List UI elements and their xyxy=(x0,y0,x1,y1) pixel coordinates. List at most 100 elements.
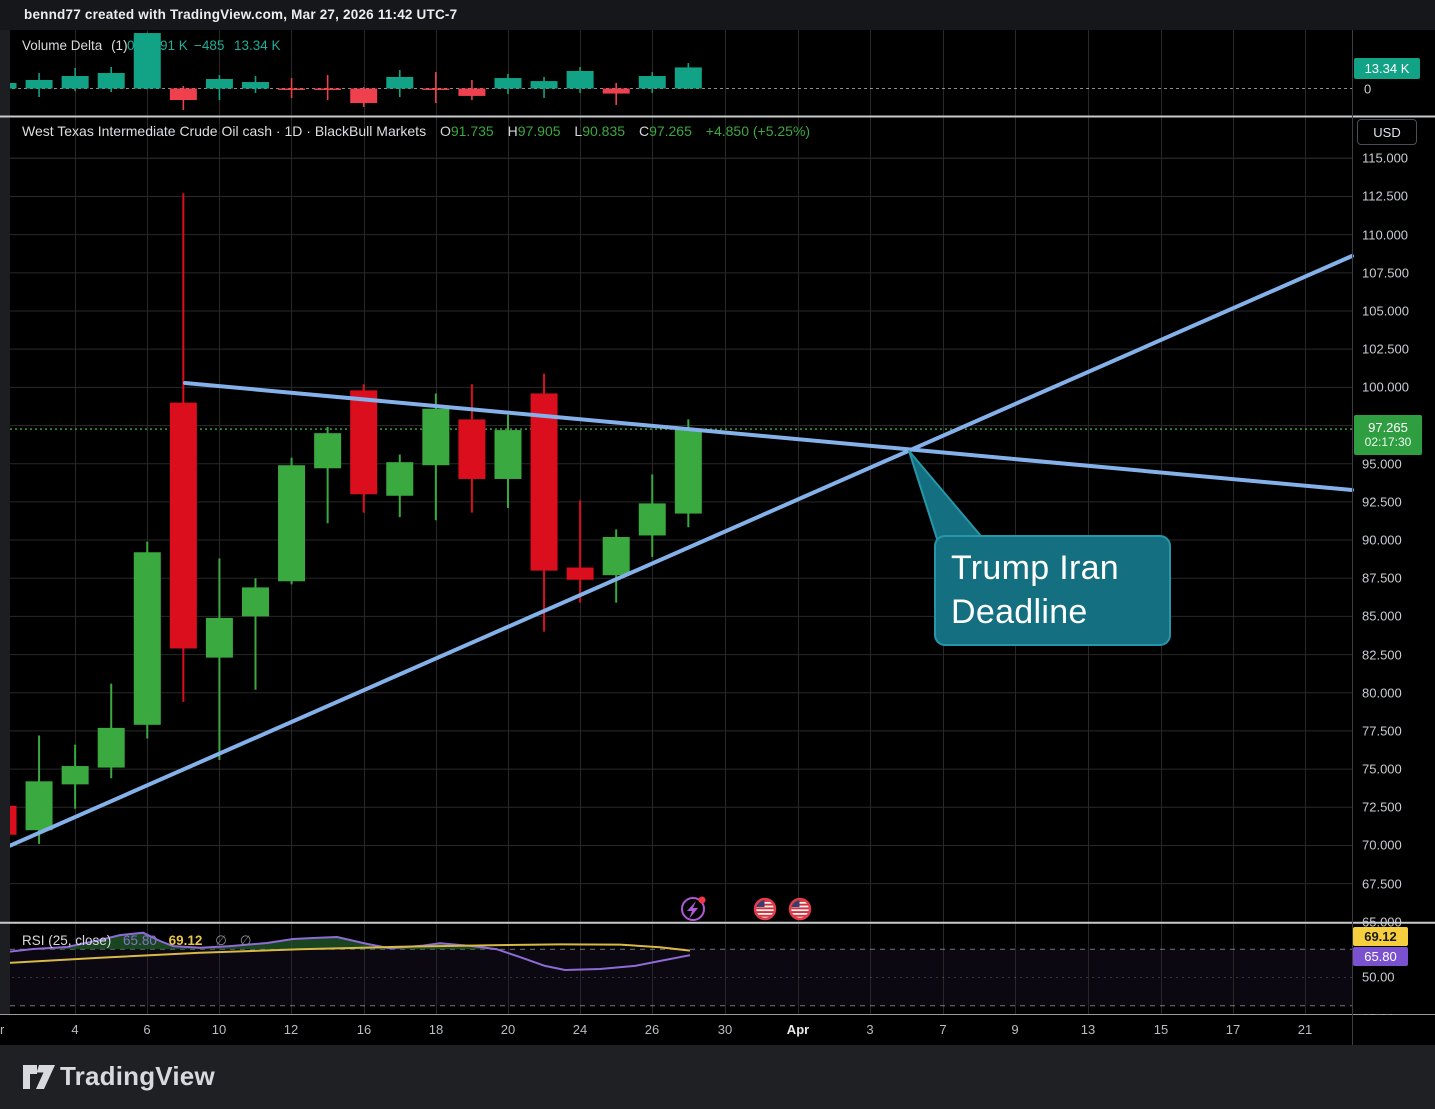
candle-body xyxy=(350,390,378,495)
volume-bar xyxy=(638,76,666,89)
change-value: +4.850 (+5.25%) xyxy=(705,123,811,139)
volume-bar xyxy=(422,88,450,90)
volume-delta-open: 0 xyxy=(127,38,135,53)
time-tick-label: 24 xyxy=(572,1022,588,1037)
candle-body xyxy=(241,587,269,617)
footer-bar: TradingView xyxy=(0,1045,1435,1109)
price-tick-label: 75.000 xyxy=(1362,761,1402,777)
price-tick-label: 110.000 xyxy=(1362,227,1409,243)
candle-body xyxy=(602,536,630,576)
volume-axis-zero[interactable]: 0 xyxy=(1364,81,1372,96)
price-tick-label: 115.000 xyxy=(1362,150,1409,166)
volume-delta-param: (1) xyxy=(111,38,128,53)
price-tick-label: 92.500 xyxy=(1362,494,1402,510)
low-label: L xyxy=(574,123,583,139)
rsi-purple-value: 65.80 xyxy=(123,933,157,948)
time-tick-label: 7 xyxy=(939,1022,947,1037)
price-tick-label: 87.500 xyxy=(1362,570,1402,586)
time-tick-label: Apr xyxy=(786,1022,810,1037)
price-tick-label: 72.500 xyxy=(1362,799,1402,815)
economic-event-icon[interactable] xyxy=(681,896,706,921)
symbol-legend[interactable]: West Texas Intermediate Crude Oil cash ·… xyxy=(22,123,810,139)
volume-bar xyxy=(205,79,233,89)
tradingview-logo-icon[interactable] xyxy=(22,1062,56,1092)
candle-body xyxy=(566,567,594,580)
price-tick-label: 112.500 xyxy=(1362,188,1409,204)
price-tick-label: 65.000 xyxy=(1362,914,1402,930)
time-tick-label: 18 xyxy=(428,1022,444,1037)
volume-delta-title: Volume Delta xyxy=(22,38,103,53)
us-flag-ring xyxy=(753,897,777,921)
price-tick-label: 102.500 xyxy=(1362,341,1409,357)
time-tick-label: 21 xyxy=(1297,1022,1313,1037)
candle-body xyxy=(386,462,414,496)
rsi-line[interactable] xyxy=(0,931,691,971)
candle-body xyxy=(638,503,666,536)
price-tick-label: 85.000 xyxy=(1362,608,1402,624)
callout-tail xyxy=(908,450,987,543)
price-tick-label: 67.500 xyxy=(1362,876,1402,892)
attribution-text: bennd77 created with TradingView.com, Ma… xyxy=(24,7,458,22)
rsi-ma-line[interactable] xyxy=(0,943,691,965)
symbol-title: West Texas Intermediate Crude Oil cash ·… xyxy=(22,123,427,139)
volume-bar xyxy=(350,88,378,104)
candle-body xyxy=(314,433,342,469)
volume-bar xyxy=(566,70,594,89)
rsi-yellow-value: 69.12 xyxy=(168,933,203,948)
volume-delta-badge: 13.34 K xyxy=(1354,58,1420,79)
high-value: 97.905 xyxy=(517,123,561,139)
time-tick-label: 4 xyxy=(71,1022,79,1037)
economic-event-part xyxy=(698,896,706,904)
volume-bar xyxy=(602,88,630,94)
chart-canvas[interactable] xyxy=(0,0,1435,1045)
candle-body xyxy=(61,766,89,785)
rsi-empty-1: ∅ xyxy=(215,933,227,948)
open-label: O xyxy=(439,123,451,139)
tradingview-brand[interactable]: TradingView xyxy=(60,1061,215,1091)
candle-body xyxy=(25,781,53,831)
candlestick-series[interactable] xyxy=(0,193,702,844)
volume-bar xyxy=(674,67,702,89)
volume-delta-series[interactable] xyxy=(0,32,702,110)
price-tick-label: 105.000 xyxy=(1362,303,1409,319)
attribution-bar: bennd77 created with TradingView.com, Ma… xyxy=(0,0,1435,30)
candle-body xyxy=(458,419,486,479)
time-tick-label: 15 xyxy=(1153,1022,1169,1037)
candle-body xyxy=(674,429,702,514)
time-tick-label-partial: r xyxy=(0,1022,5,1037)
currency-button[interactable]: USD xyxy=(1357,119,1417,145)
bar-countdown: 02:17:30 xyxy=(1364,434,1412,449)
time-tick-label: 30 xyxy=(717,1022,733,1037)
rsi-legend[interactable]: RSI (25, close) 65.80 69.12 ∅ ∅ xyxy=(22,933,251,949)
time-tick-label: 13 xyxy=(1080,1022,1096,1037)
callout-line2: Deadline xyxy=(951,593,1088,631)
volume-bar xyxy=(458,88,486,96)
price-tick-label: 95.000 xyxy=(1362,456,1402,472)
callout-box[interactable] xyxy=(934,535,1171,646)
rsi-axis-50: 50.00 xyxy=(1362,969,1395,985)
volume-bar xyxy=(61,76,89,89)
ascending-support-trendline[interactable] xyxy=(0,254,1354,852)
descending-resistance-trendline[interactable] xyxy=(183,381,1354,492)
price-tick-label: 70.000 xyxy=(1362,837,1402,853)
volume-bar xyxy=(314,88,342,90)
close-label: C xyxy=(638,123,650,139)
volume-delta-low: −485 xyxy=(194,38,225,53)
callout-annotation[interactable]: Trump Iran Deadline xyxy=(951,546,1119,634)
us-flag-art xyxy=(756,900,774,918)
close-value: 97.265 xyxy=(649,123,692,139)
us-flag-icon[interactable] xyxy=(788,897,812,921)
volume-delta-legend[interactable]: Volume Delta (1) 0 91 K −485 13.34 K xyxy=(22,38,281,53)
candle-body xyxy=(97,727,125,768)
time-tick-label: 3 xyxy=(866,1022,874,1037)
current-price-badge: 97.265 02:17:30 xyxy=(1354,415,1422,455)
volume-bar xyxy=(278,88,306,90)
us-flag-icon[interactable] xyxy=(753,897,777,921)
rsi-axis[interactable]: 50.00 25.00 xyxy=(1353,924,1435,1015)
time-tick-label: 20 xyxy=(500,1022,516,1037)
time-tick-label: 10 xyxy=(211,1022,227,1037)
open-value: 91.735 xyxy=(450,123,494,139)
time-tick-label: 6 xyxy=(143,1022,151,1037)
time-tick-label: 17 xyxy=(1225,1022,1241,1037)
candle-body xyxy=(133,552,161,725)
